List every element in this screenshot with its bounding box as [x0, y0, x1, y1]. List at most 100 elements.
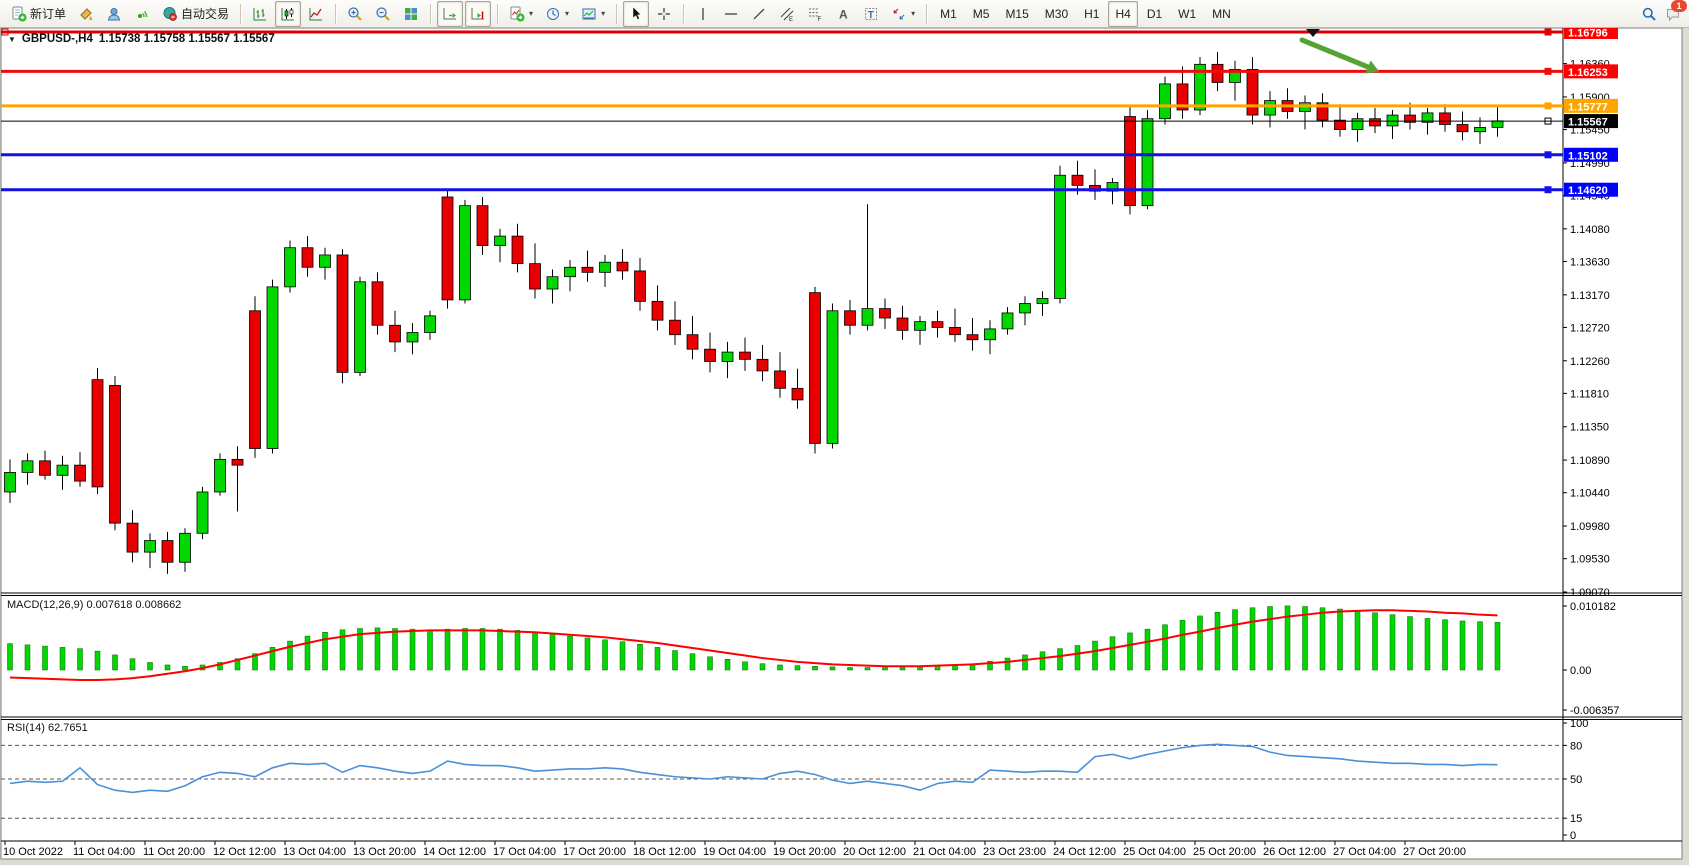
notifications-button[interactable]: 1: [1663, 0, 1687, 24]
hline-handle[interactable]: [1544, 102, 1552, 110]
candle-body: [704, 348, 716, 362]
text-label-button[interactable]: T: [858, 1, 884, 27]
candle-body: [651, 300, 664, 321]
time-tick-label: 23 Oct 23:00: [983, 846, 1046, 858]
timeframe-h1[interactable]: H1: [1077, 1, 1106, 27]
candle-body: [529, 263, 541, 290]
candle-body: [1054, 174, 1066, 299]
styler-button[interactable]: [73, 1, 99, 27]
timeframe-mn[interactable]: MN: [1205, 1, 1238, 27]
rsi-name: RSI(14): [7, 722, 45, 734]
toolbar-separator: [240, 3, 242, 24]
candle-body: [319, 254, 331, 268]
timeframe-h4[interactable]: H4: [1108, 0, 1138, 27]
trend-arrow[interactable]: [1299, 37, 1371, 70]
crosshair-button[interactable]: [651, 1, 677, 27]
price-badge-label: 1.16796: [1568, 28, 1608, 40]
periods-button[interactable]: ▾: [540, 1, 574, 27]
autotrading-button[interactable]: 自动交易: [157, 1, 234, 27]
macd-axis-label: 0.00: [1570, 665, 1591, 677]
rsi-axis-label: 100: [1570, 718, 1588, 730]
toolbar-separator: [430, 3, 432, 24]
candle-body: [669, 319, 681, 336]
equidistant-channel-button[interactable]: E: [774, 1, 800, 27]
cursor-button[interactable]: [623, 0, 650, 27]
hline-handle[interactable]: [1544, 186, 1552, 194]
vertical-line-button[interactable]: [690, 1, 716, 27]
timeframe-m5[interactable]: M5: [966, 1, 997, 27]
macd-histogram-bar: [899, 666, 906, 671]
candle-body: [1141, 118, 1154, 207]
macd-histogram-bar: [1004, 657, 1011, 671]
hline-handle[interactable]: [1, 28, 9, 36]
price-tick-label: 1.11810: [1570, 388, 1609, 400]
templates-button[interactable]: ▾: [576, 1, 610, 27]
macd-histogram-bar: [707, 656, 713, 671]
caret-down-icon: ▾: [601, 9, 606, 18]
profile-button[interactable]: [101, 1, 127, 27]
candle-body: [406, 332, 419, 343]
chart-menu-icon[interactable]: ▼: [8, 34, 16, 44]
candle-body: [581, 266, 594, 273]
search-button[interactable]: [1639, 4, 1659, 24]
macd-histogram-bar: [689, 653, 696, 671]
timeframe-d1[interactable]: D1: [1140, 1, 1169, 27]
zoom-in-button[interactable]: [342, 1, 368, 27]
fibonacci-button[interactable]: F: [802, 1, 828, 27]
new-order-button[interactable]: 新订单: [6, 1, 71, 27]
price-badge: [1564, 114, 1618, 129]
candle-body: [1404, 114, 1416, 123]
macd-histogram-bar: [1389, 614, 1396, 671]
price-badge: [1564, 64, 1618, 79]
caret-down-icon: ▾: [565, 9, 570, 18]
profile-icon: [106, 6, 122, 22]
macd-histogram-bar: [217, 662, 223, 671]
timeframe-m15[interactable]: M15: [998, 1, 1035, 27]
macd-histogram-bar: [742, 661, 748, 671]
price-tick-label: 1.09980: [1570, 521, 1610, 533]
sell-marker-icon[interactable]: [1306, 29, 1320, 37]
line-chart-button[interactable]: [303, 1, 329, 27]
macd-histogram-bar: [567, 635, 573, 671]
timeframe-m1[interactable]: M1: [933, 1, 964, 27]
tile-windows-button[interactable]: [398, 1, 424, 27]
macd-histogram-bar: [1057, 648, 1063, 671]
candle-body: [564, 266, 576, 278]
search-icon: [1641, 6, 1657, 22]
candle-body: [21, 460, 34, 473]
macd-pane: [7, 605, 1501, 682]
candle-body: [354, 281, 366, 373]
horizontal-line-button[interactable]: [718, 1, 744, 27]
news-icon: [134, 6, 150, 22]
macd-histogram-bar: [602, 639, 608, 671]
hline-handle[interactable]: [1544, 67, 1552, 75]
indicators-button[interactable]: ▾: [504, 1, 538, 27]
candle-body: [1369, 118, 1381, 127]
macd-histogram-bar: [147, 662, 153, 671]
timeframe-w1[interactable]: W1: [1171, 1, 1203, 27]
trendline-button[interactable]: [746, 1, 772, 27]
hline-handle[interactable]: [1544, 117, 1552, 125]
macd-histogram-bar: [1162, 624, 1168, 671]
macd-histogram-bar: [112, 654, 118, 671]
macd-histogram-bar: [357, 628, 363, 671]
text-button[interactable]: A: [830, 1, 856, 27]
auto-scroll-button[interactable]: [437, 0, 464, 27]
time-tick-label: 12 Oct 12:00: [213, 846, 276, 858]
price-badge-label: 1.14620: [1568, 185, 1608, 197]
arrows-button[interactable]: ▾: [886, 1, 920, 27]
bar-chart-icon: [252, 6, 268, 22]
zoom-out-button[interactable]: [370, 1, 396, 27]
macd-histogram-bar: [1302, 606, 1308, 671]
chart-shift-button[interactable]: [465, 0, 492, 27]
hline-handle[interactable]: [1544, 28, 1552, 36]
news-button[interactable]: [129, 1, 155, 27]
timeframe-d1-label: D1: [1146, 6, 1163, 21]
macd-histogram-bar: [269, 647, 276, 671]
timeframe-m30[interactable]: M30: [1038, 1, 1075, 27]
hline-handle[interactable]: [1544, 151, 1552, 159]
bar-chart-button[interactable]: [247, 1, 273, 27]
price-tick-label: 1.13630: [1570, 256, 1610, 268]
candlestick-button[interactable]: [275, 0, 302, 27]
